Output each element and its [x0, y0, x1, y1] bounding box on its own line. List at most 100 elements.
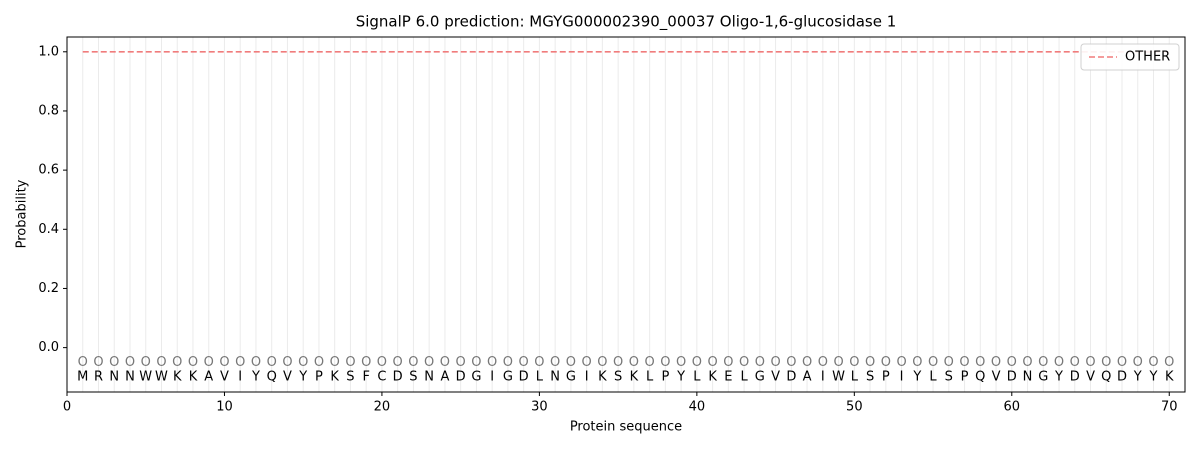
y-axis-label: Probability: [15, 179, 30, 248]
region-label: O: [267, 355, 277, 370]
residue-label: D: [1007, 370, 1017, 385]
residue-label: D: [1117, 370, 1127, 385]
region-label: O: [881, 355, 891, 370]
region-label: O: [188, 355, 198, 370]
region-label: O: [78, 355, 88, 370]
residue-label: S: [866, 370, 874, 385]
residue-label: G: [503, 370, 513, 385]
residue-label: S: [614, 370, 622, 385]
region-label: O: [896, 355, 906, 370]
region-label: O: [582, 355, 592, 370]
residue-label: V: [992, 370, 1001, 385]
region-label: O: [1022, 355, 1032, 370]
residue-label: D: [786, 370, 796, 385]
y-tick-label: 0.4: [38, 222, 59, 237]
residue-label: N: [1023, 370, 1033, 385]
residue-label: N: [125, 370, 135, 385]
chart-title: SignalP 6.0 prediction: MGYG000002390_00…: [356, 13, 897, 32]
residue-label: K: [330, 370, 339, 385]
region-label: O: [377, 355, 387, 370]
y-tick-label: 0.8: [38, 103, 59, 118]
region-label: O: [282, 355, 292, 370]
x-tick-label: 0: [63, 400, 71, 415]
residue-label: L: [646, 370, 654, 385]
residue-label: A: [803, 370, 812, 385]
residue-label: I: [900, 370, 904, 385]
residue-label: C: [377, 370, 386, 385]
region-label: O: [314, 355, 324, 370]
residue-label: I: [585, 370, 589, 385]
region-label: O: [645, 355, 655, 370]
region-label: O: [235, 355, 245, 370]
x-tick-label: 40: [689, 400, 706, 415]
region-label: O: [393, 355, 403, 370]
residue-label: P: [882, 370, 890, 385]
region-label: O: [487, 355, 497, 370]
residue-label: K: [1165, 370, 1174, 385]
residue-label: I: [490, 370, 494, 385]
region-label: O: [613, 355, 623, 370]
residue-label: W: [155, 370, 168, 385]
legend-label: OTHER: [1125, 50, 1170, 65]
residue-label: K: [630, 370, 639, 385]
region-label: O: [519, 355, 529, 370]
residue-label: E: [724, 370, 732, 385]
residue-label: L: [929, 370, 937, 385]
axes-frame: [66, 36, 1186, 393]
legend-box: [1080, 43, 1180, 71]
region-label: O: [629, 355, 639, 370]
residue-label: S: [945, 370, 953, 385]
region-label: O: [1085, 355, 1095, 370]
region-label: O: [1164, 355, 1174, 370]
residue-label: L: [851, 370, 859, 385]
region-label: O: [1101, 355, 1111, 370]
residue-label: Y: [1133, 370, 1142, 385]
region-label: O: [786, 355, 796, 370]
y-tick-label: 1.0: [38, 44, 59, 59]
region-label: O: [865, 355, 875, 370]
residue-label: I: [821, 370, 825, 385]
residue-label: L: [693, 370, 701, 385]
x-tick-label: 20: [374, 400, 391, 415]
residue-label: Q: [1101, 370, 1111, 385]
residue-label: V: [283, 370, 292, 385]
region-label: O: [991, 355, 1001, 370]
residue-label: N: [550, 370, 560, 385]
residue-label: S: [346, 370, 354, 385]
residue-label: L: [740, 370, 748, 385]
residue-label: D: [519, 370, 529, 385]
region-label: O: [550, 355, 560, 370]
region-label: O: [802, 355, 812, 370]
residue-label: G: [1038, 370, 1048, 385]
region-label: O: [1133, 355, 1143, 370]
residue-label: V: [1086, 370, 1095, 385]
residue-label: K: [173, 370, 182, 385]
residue-label: D: [456, 370, 466, 385]
region-label: O: [912, 355, 922, 370]
x-tick-label: 10: [216, 400, 233, 415]
residue-label: W: [139, 370, 152, 385]
region-label: O: [660, 355, 670, 370]
region-label: O: [692, 355, 702, 370]
residue-label: Y: [251, 370, 260, 385]
x-tick-label: 60: [1004, 400, 1021, 415]
residue-label: M: [77, 370, 88, 385]
region-label: O: [1117, 355, 1127, 370]
region-label: O: [471, 355, 481, 370]
region-label: O: [566, 355, 576, 370]
residue-label: D: [1070, 370, 1080, 385]
region-label: O: [1054, 355, 1064, 370]
residue-label: A: [204, 370, 213, 385]
residue-label: I: [238, 370, 242, 385]
residue-label: G: [471, 370, 481, 385]
region-label: O: [818, 355, 828, 370]
region-label: O: [1148, 355, 1158, 370]
residue-label: K: [598, 370, 607, 385]
region-label: O: [109, 355, 119, 370]
region-label: O: [739, 355, 749, 370]
region-label: O: [975, 355, 985, 370]
region-label: O: [156, 355, 166, 370]
region-label: O: [770, 355, 780, 370]
region-label: O: [219, 355, 229, 370]
